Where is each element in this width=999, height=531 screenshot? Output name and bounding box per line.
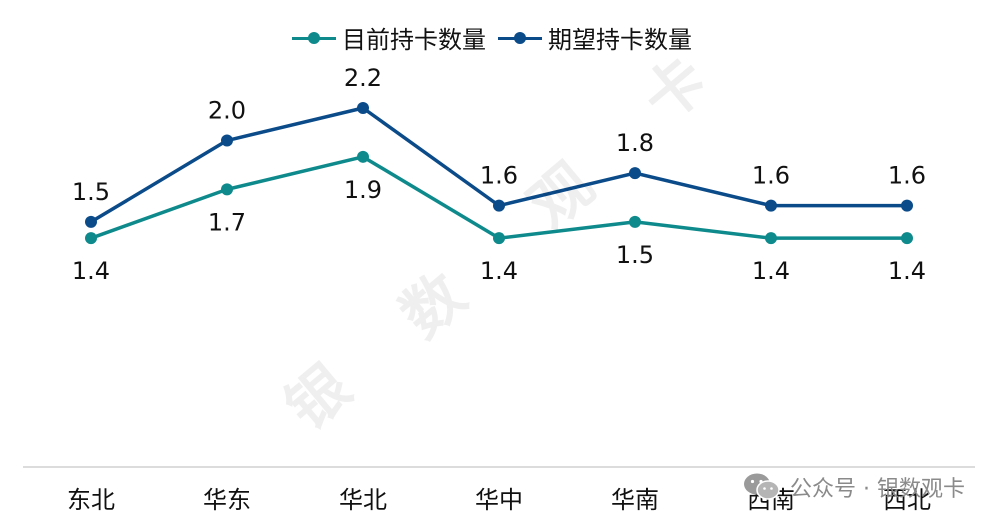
legend-label-expected: 期望持卡数量 xyxy=(548,26,692,54)
data-point xyxy=(221,183,233,196)
x-tick-label: 华北 xyxy=(339,486,387,514)
data-label: 2.0 xyxy=(208,97,246,125)
data-point xyxy=(629,215,641,228)
data-label: 1.4 xyxy=(72,257,110,285)
data-point xyxy=(85,215,97,228)
data-point xyxy=(629,167,641,180)
data-label: 1.4 xyxy=(888,257,926,285)
legend-swatch-current xyxy=(292,28,336,48)
data-label: 1.6 xyxy=(752,162,790,190)
data-point xyxy=(901,232,913,245)
x-tick-label: 华中 xyxy=(475,486,523,514)
data-point xyxy=(493,199,505,212)
data-label: 1.4 xyxy=(480,257,518,285)
footer-text: 公众号 · 银数观卡 xyxy=(790,477,965,502)
legend-item-current: 目前持卡数量 xyxy=(292,20,486,55)
data-label: 1.6 xyxy=(888,162,926,190)
data-label: 1.5 xyxy=(72,178,110,206)
data-point xyxy=(901,199,913,212)
x-tick-label: 华南 xyxy=(611,486,659,514)
legend-swatch-expected xyxy=(498,28,542,48)
data-point xyxy=(493,232,505,245)
wechat-icon xyxy=(742,471,782,503)
data-label: 1.9 xyxy=(344,176,382,204)
data-label: 1.4 xyxy=(752,257,790,285)
data-point xyxy=(357,150,369,163)
data-point xyxy=(765,232,777,245)
data-label: 1.8 xyxy=(616,129,654,157)
data-label: 2.2 xyxy=(344,64,382,92)
legend: 目前持卡数量 期望持卡数量 xyxy=(292,20,692,55)
data-label: 1.5 xyxy=(616,241,654,269)
x-tick-label: 华东 xyxy=(203,486,251,514)
legend-label-current: 目前持卡数量 xyxy=(342,26,486,54)
data-point xyxy=(221,134,233,147)
legend-item-expected: 期望持卡数量 xyxy=(498,20,692,55)
x-tick-label: 西北 xyxy=(883,486,931,514)
data-point xyxy=(765,199,777,212)
footer-watermark: 公众号 · 银数观卡 xyxy=(742,471,965,503)
data-label: 1.6 xyxy=(480,162,518,190)
data-point xyxy=(357,102,369,114)
data-point xyxy=(85,232,97,245)
x-tick-label: 东北 xyxy=(67,486,115,514)
data-label: 1.7 xyxy=(208,208,246,236)
